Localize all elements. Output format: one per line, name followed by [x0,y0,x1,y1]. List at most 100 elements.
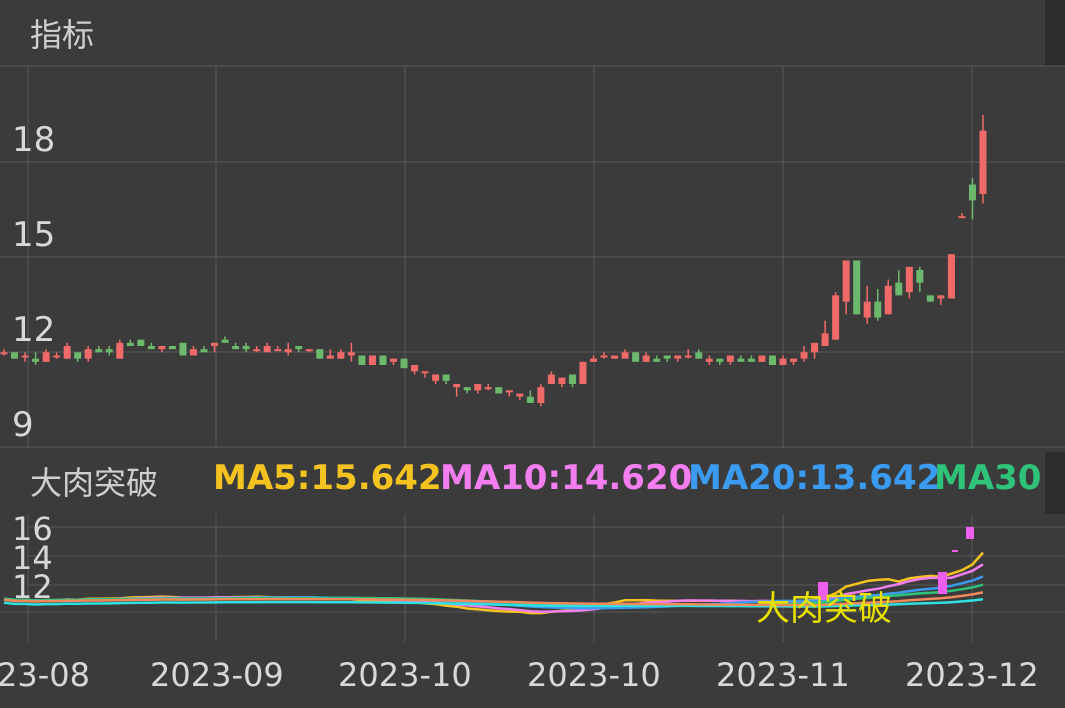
candle [200,349,208,353]
candle [11,352,19,359]
candle [379,355,387,365]
indicator-legend: 大肉突破 MA5:15.642 MA10:14.620 MA20:13.642 … [0,456,1065,506]
sub-y-tick-label: 14 [12,539,53,577]
y-tick-label: 9 [12,405,34,445]
candle [937,295,945,299]
candle [137,339,145,346]
candle [495,387,503,394]
candle [821,333,829,346]
candle [916,270,924,283]
candle [389,358,397,362]
candle [484,387,492,390]
candle [695,352,703,359]
candle [453,384,461,388]
candle [853,260,861,315]
candle [663,355,671,359]
candle [63,346,71,359]
candle [947,254,955,299]
legend-ma10: MA10:14.620 [440,458,693,498]
y-tick-label: 15 [12,215,55,255]
candle [832,295,840,340]
candle [42,352,50,362]
candle [463,387,471,391]
candle [253,349,261,352]
candlesticks [0,114,987,407]
candle [305,349,313,352]
candle [32,358,40,362]
candle [726,355,734,362]
candle [274,349,282,352]
candle [874,301,882,318]
candle [168,346,176,350]
candle [158,346,166,350]
candle [337,352,345,359]
sub-y-tick-label: 12 [12,568,53,606]
candle [347,352,355,356]
candle [21,355,29,358]
candle [684,355,692,358]
candle [211,342,219,346]
candle [737,358,745,362]
candle [863,301,871,318]
candle [232,346,240,350]
sub-y-tick-label: 16 [12,510,53,548]
candle [758,355,766,362]
candle [600,355,608,358]
candle [926,295,934,302]
signal-bar [966,527,974,539]
candle [358,355,366,365]
candle [284,349,292,353]
indicator-signal-bars [818,527,974,600]
candle [84,349,92,359]
candle [516,393,524,397]
candle [0,352,8,355]
legend-ma5: MA5:15.642 [213,458,442,498]
candle [674,355,682,359]
candle [979,130,987,194]
x-tick-label: 2023-10 [527,656,661,694]
x-tick-label: 23-08 [0,656,90,694]
x-tick-label: 2023-11 [716,656,850,694]
candle [411,365,419,372]
scroll-edge-lower [1045,452,1065,514]
candle [547,374,555,384]
grid-lines [0,65,1065,642]
candle [568,374,576,384]
candle [74,352,82,359]
candle [432,374,440,381]
candle [368,355,376,365]
indicator-line [3,598,984,608]
candle [537,387,545,403]
signal-bar [938,572,947,594]
candle [768,355,776,365]
candle [421,371,429,374]
candle [189,349,197,356]
candle [105,349,113,353]
candle [295,346,303,350]
indicator-header: 指标 [0,0,1065,66]
candle [958,216,966,219]
candle [884,285,892,315]
signal-bar [952,550,958,552]
candle [579,361,587,384]
x-tick-label: 2023-12 [905,656,1039,694]
x-tick-label: 2023-10 [338,656,472,694]
scroll-edge [1045,0,1065,66]
candle [653,358,661,362]
candle [400,358,408,369]
candle [263,346,271,353]
candle [779,358,787,365]
signal-bar [818,582,828,600]
indicator-name[interactable]: 大肉突破 [30,464,159,502]
y-tick-label: 18 [12,120,55,160]
page-title[interactable]: 指标 [30,16,95,54]
y-tick-label: 12 [12,310,55,350]
candle [611,355,619,359]
candle [526,396,534,403]
candle [790,358,798,362]
signal-label: 大肉突破 [756,589,892,629]
candle [632,352,640,362]
candle [316,349,324,359]
candle [968,184,976,201]
candle [326,355,334,359]
